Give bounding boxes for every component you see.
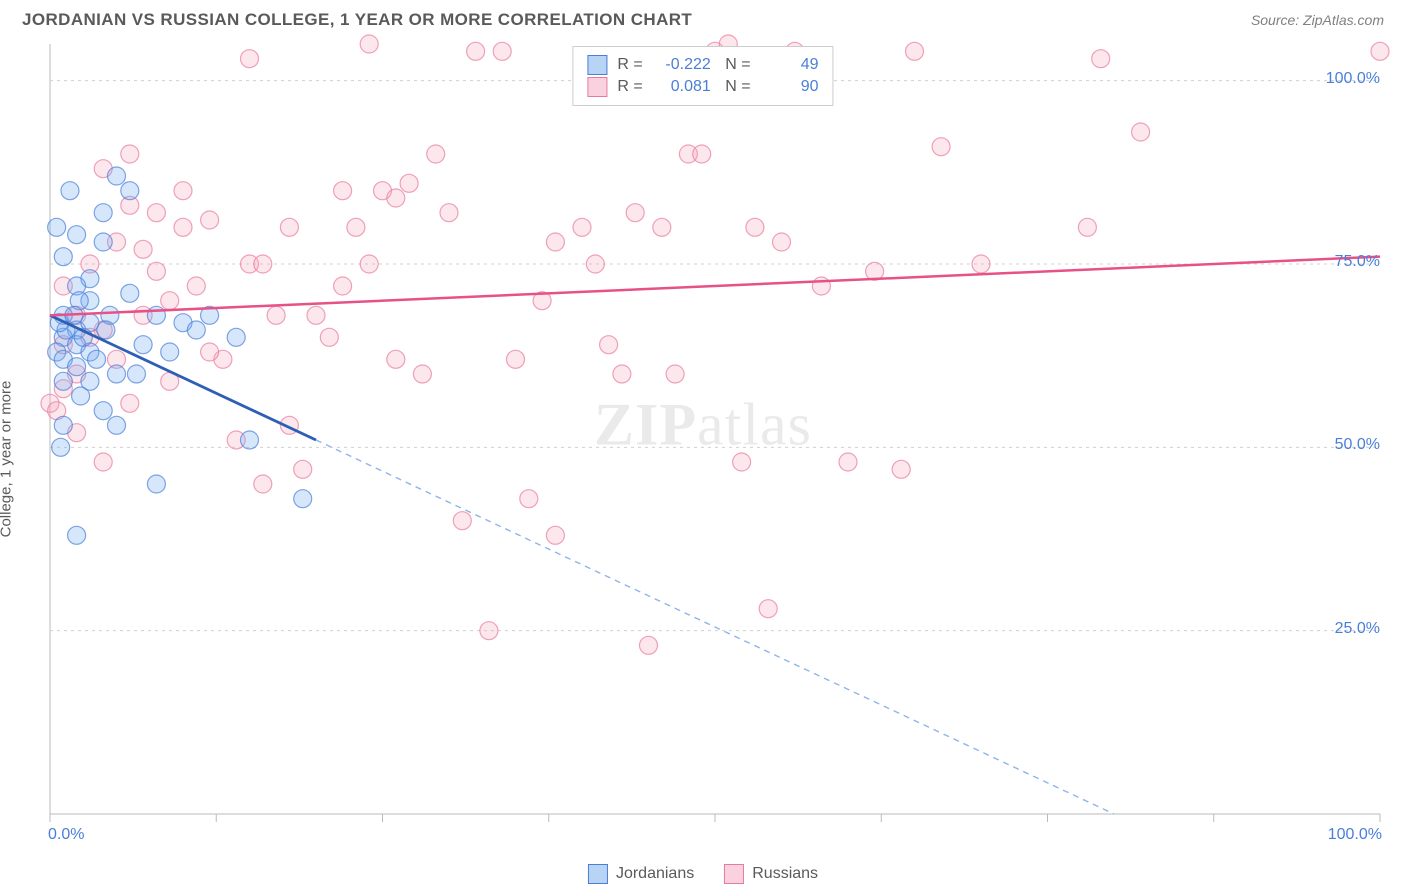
legend-row-russians: R = 0.081 N = 90 xyxy=(587,77,818,97)
swatch-jordanians xyxy=(587,55,607,75)
series-legend: Jordanians Russians xyxy=(588,864,818,884)
chart-header: JORDANIAN VS RUSSIAN COLLEGE, 1 YEAR OR … xyxy=(0,0,1406,34)
legend-item-russians: Russians xyxy=(724,864,818,884)
chart-source: Source: ZipAtlas.com xyxy=(1251,12,1384,28)
swatch-jordanians-bottom xyxy=(588,864,608,884)
axis-tick-label: 0.0% xyxy=(48,826,84,844)
legend-item-jordanians: Jordanians xyxy=(588,864,694,884)
chart-title: JORDANIAN VS RUSSIAN COLLEGE, 1 YEAR OR … xyxy=(22,10,692,30)
axis-tick-label: 100.0% xyxy=(1326,70,1380,88)
r-value-russians: 0.081 xyxy=(653,78,711,96)
correlation-legend: R = -0.222 N = 49 R = 0.081 N = 90 xyxy=(572,46,833,106)
swatch-russians xyxy=(587,77,607,97)
axis-tick-label: 75.0% xyxy=(1335,253,1380,271)
legend-row-jordanians: R = -0.222 N = 49 xyxy=(587,55,818,75)
chart-area: College, 1 year or more ZIPatlas R = -0.… xyxy=(0,34,1406,884)
axis-tick-label: 100.0% xyxy=(1328,826,1382,844)
scatter-chart-svg xyxy=(0,34,1406,854)
swatch-russians-bottom xyxy=(724,864,744,884)
axis-tick-label: 25.0% xyxy=(1335,620,1380,638)
y-axis-label: College, 1 year or more xyxy=(0,381,15,538)
n-value-jordanians: 49 xyxy=(761,56,819,74)
n-value-russians: 90 xyxy=(761,78,819,96)
axis-tick-label: 50.0% xyxy=(1335,436,1380,454)
r-value-jordanians: -0.222 xyxy=(653,56,711,74)
